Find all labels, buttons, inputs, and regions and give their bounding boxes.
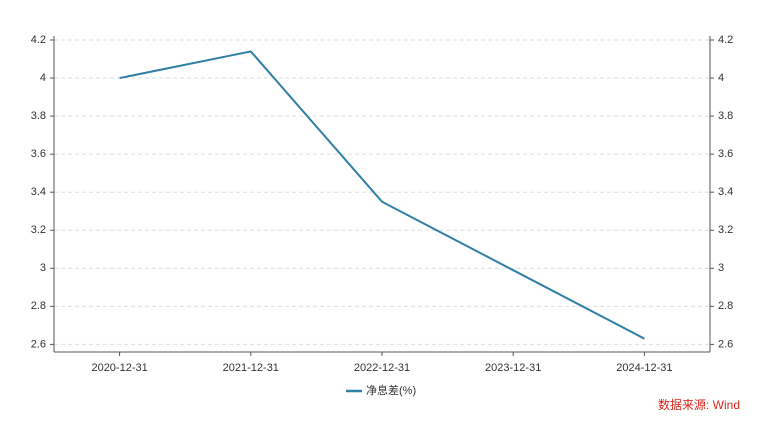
y-tick-label: 2.8	[31, 300, 46, 312]
legend-label: 净息差(%)	[366, 383, 416, 397]
y-tick-label: 4	[40, 72, 46, 84]
source-note: 数据来源: Wind	[658, 397, 740, 412]
x-tick-label: 2024-12-31	[616, 362, 672, 374]
y2-tick-label: 3.8	[718, 110, 733, 122]
y2-tick-label: 2.8	[718, 300, 733, 312]
x-tick-label: 2020-12-31	[91, 362, 147, 374]
y2-tick-label: 3.6	[718, 148, 733, 160]
y-tick-label: 3.8	[31, 110, 46, 122]
x-tick-label: 2021-12-31	[223, 362, 279, 374]
y-tick-label: 3.2	[31, 224, 46, 236]
y2-tick-label: 4	[718, 72, 724, 84]
y2-tick-label: 4.2	[718, 34, 733, 46]
y-tick-label: 3.6	[31, 148, 46, 160]
y2-tick-label: 2.6	[718, 338, 733, 350]
y-tick-label: 3	[40, 262, 46, 274]
y2-tick-label: 3	[718, 262, 724, 274]
y-tick-label: 2.6	[31, 338, 46, 350]
y2-tick-label: 3.2	[718, 224, 733, 236]
y2-tick-label: 3.4	[718, 186, 733, 198]
x-tick-label: 2023-12-31	[485, 362, 541, 374]
line-series	[119, 50, 645, 340]
y-tick-label: 3.4	[31, 186, 46, 198]
x-tick-label: 2022-12-31	[354, 362, 410, 374]
y-tick-label: 4.2	[31, 34, 46, 46]
